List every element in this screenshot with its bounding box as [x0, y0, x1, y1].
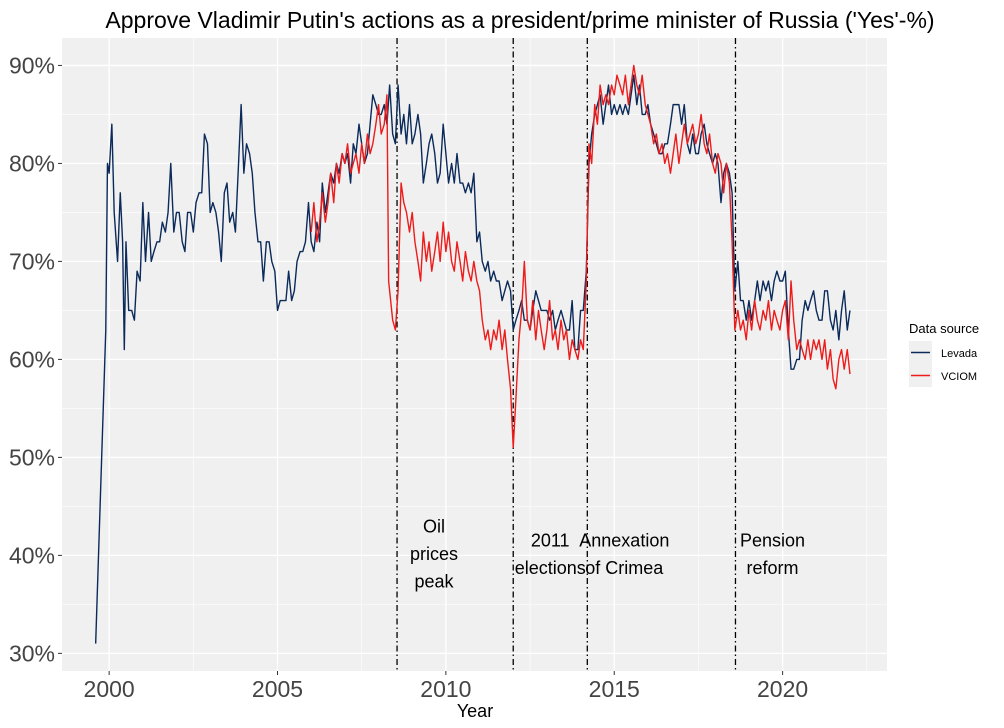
- plot-panel: [62, 38, 887, 671]
- grid-lines: [62, 38, 887, 671]
- event-label-4: Pension: [740, 530, 805, 550]
- event-label-3: of Crimea: [585, 558, 664, 578]
- event-label-2: elections: [515, 558, 586, 578]
- y-axis: 30% 40% 50% 60% 70% 80% 90%: [9, 52, 62, 666]
- y-tick-label: 90%: [9, 52, 55, 78]
- legend: Data source Levada VCIOM: [909, 321, 979, 387]
- event-label-1: peak: [415, 572, 455, 592]
- series-lines: [94, 64, 851, 644]
- legend-title: Data source: [909, 321, 979, 336]
- x-tick-label: 2005: [252, 676, 303, 702]
- event-markers: Oil prices peak 2011 elections Annexation of C…: [396, 38, 805, 671]
- x-tick-label: 2015: [589, 676, 640, 702]
- legend-label-vciom: VCIOM: [941, 371, 977, 383]
- series-line-vciom: [310, 64, 851, 449]
- event-label-2: 2011: [531, 530, 570, 550]
- x-tick-label: 2010: [420, 676, 471, 702]
- y-tick-label: 70%: [9, 248, 55, 274]
- x-tick-label: 2020: [757, 676, 808, 702]
- y-tick-label: 30%: [9, 640, 55, 666]
- x-axis: 2000 2005 2010 2015 2020: [84, 671, 808, 702]
- event-label-1: prices: [410, 544, 458, 564]
- legend-label-levada: Levada: [941, 348, 978, 360]
- event-label-4: reform: [746, 558, 798, 578]
- y-tick-label: 60%: [9, 346, 55, 372]
- y-tick-label: 50%: [9, 444, 55, 470]
- x-tick-label: 2000: [84, 676, 135, 702]
- event-label-1: Oil: [423, 517, 445, 537]
- event-label-3: Annexation: [579, 530, 669, 550]
- chart-title: Approve Vladimir Putin's actions as a pr…: [105, 7, 934, 33]
- x-axis-title: Year: [457, 701, 493, 721]
- series-line-levada: [94, 74, 851, 644]
- y-tick-label: 40%: [9, 542, 55, 568]
- y-tick-label: 80%: [9, 150, 55, 176]
